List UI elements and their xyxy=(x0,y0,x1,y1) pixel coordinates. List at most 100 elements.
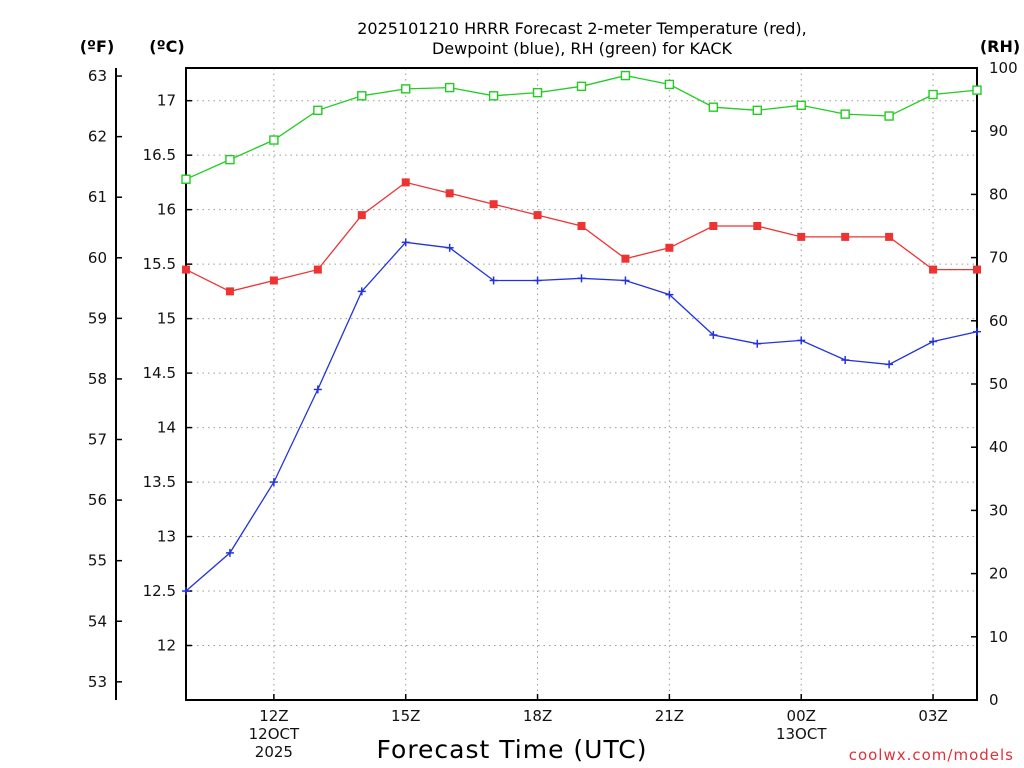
dewpoint-point xyxy=(489,276,498,285)
fahrenheit-tick-label: 59 xyxy=(88,309,107,327)
dewpoint-point xyxy=(577,274,586,283)
celsius-tick-label: 12.5 xyxy=(143,582,176,600)
celsius-tick-label: 15.5 xyxy=(143,255,176,273)
celsius-tick-label: 13.5 xyxy=(143,473,176,491)
celsius-tick-label: 16 xyxy=(157,201,176,219)
celsius-axis-label: (ºC) xyxy=(149,37,184,56)
2-meter-temperature-point xyxy=(665,243,674,252)
dewpoint-point xyxy=(973,327,981,336)
celsius-tick-label: 14.5 xyxy=(143,364,176,382)
celsius-tick-label: 15 xyxy=(157,310,176,328)
dewpoint-point xyxy=(313,385,322,394)
relative-humidity-point xyxy=(488,91,499,101)
celsius-tick-label: 14 xyxy=(157,419,176,437)
relative-humidity-point xyxy=(313,105,323,116)
x-tick-label: 15Z xyxy=(391,707,420,725)
relative-humidity-point xyxy=(620,70,631,81)
fahrenheit-tick-label: 62 xyxy=(88,128,107,146)
rh-tick-label: 10 xyxy=(989,628,1008,646)
dewpoint-point xyxy=(841,356,850,365)
x-tick-label: 13OCT xyxy=(776,725,827,743)
dewpoint-line xyxy=(185,241,978,592)
rh-tick-label: 80 xyxy=(989,185,1008,203)
x-tick-label: 12Z xyxy=(259,707,288,725)
relative-humidity-point xyxy=(752,105,762,116)
relative-humidity-point xyxy=(796,100,806,110)
dewpoint-point xyxy=(665,290,674,299)
relative-humidity-point xyxy=(928,89,938,100)
dewpoint-point xyxy=(753,339,762,348)
2-meter-temperature-point xyxy=(401,178,410,187)
2-meter-temperature-point xyxy=(929,265,938,274)
fahrenheit-tick-label: 55 xyxy=(88,552,107,570)
2-meter-temperature-point xyxy=(841,232,850,241)
dewpoint-point xyxy=(445,243,454,252)
celsius-tick-label: 12 xyxy=(157,637,176,655)
relative-humidity-point xyxy=(444,82,455,93)
fahrenheit-tick-label: 63 xyxy=(88,67,107,85)
credit-text: coolwx.com/models xyxy=(849,746,1014,764)
rh-tick-label: 40 xyxy=(989,438,1008,456)
relative-humidity-point xyxy=(401,84,411,94)
rh-tick-label: 60 xyxy=(989,312,1008,330)
dewpoint-point xyxy=(709,330,718,339)
2-meter-temperature-point xyxy=(489,200,498,209)
dewpoint-point xyxy=(533,276,542,285)
fahrenheit-tick-label: 58 xyxy=(88,370,107,388)
2-meter-temperature-point xyxy=(577,222,586,230)
rh-tick-label: 50 xyxy=(989,375,1008,393)
relative-humidity-point xyxy=(884,111,894,121)
x-axis-title: Forecast Time (UTC) xyxy=(377,735,648,764)
dewpoint-point xyxy=(797,336,806,345)
celsius-tick-label: 17 xyxy=(157,92,176,110)
celsius-tick-label: 16.5 xyxy=(143,146,176,164)
x-tick-label: 00Z xyxy=(787,707,816,725)
x-tick-label: 12OCT xyxy=(249,725,300,743)
2-meter-temperature-point xyxy=(269,276,278,285)
x-tick-label: 03Z xyxy=(918,707,947,725)
relative-humidity-point xyxy=(269,135,279,145)
rh-tick-label: 90 xyxy=(989,122,1008,140)
relative-humidity-point xyxy=(225,154,235,165)
2-meter-temperature-point xyxy=(973,265,981,274)
relative-humidity-point xyxy=(357,91,367,101)
2-meter-temperature-point xyxy=(357,211,366,220)
x-tick-label: 21Z xyxy=(655,707,684,725)
fahrenheit-tick-label: 57 xyxy=(88,431,107,449)
celsius-tick-label: 13 xyxy=(157,528,176,546)
relative-humidity-point xyxy=(972,85,982,95)
chart-title-line-2: Dewpoint (blue), RH (green) for KACK xyxy=(432,39,733,58)
2-meter-temperature-point xyxy=(225,287,234,296)
data-series xyxy=(181,70,982,596)
2-meter-temperature-point xyxy=(621,254,630,263)
2-meter-temperature-point xyxy=(885,232,894,241)
fahrenheit-tick-label: 56 xyxy=(88,491,107,509)
2-meter-temperature-point xyxy=(313,265,322,274)
relative-humidity-line xyxy=(185,74,978,180)
relative-humidity-point xyxy=(576,81,587,92)
dewpoint-point xyxy=(182,587,190,596)
dewpoint-point xyxy=(621,276,630,285)
plot-frame xyxy=(185,67,978,701)
axes: 53 54 55 56 57 58 59 60 61 62 63 12 12.5 13 13.5 14 14.5… xyxy=(88,59,1018,761)
grid-lines xyxy=(186,68,977,700)
2-meter-temperature-point xyxy=(797,232,806,241)
rh-axis-label: (RH) xyxy=(980,37,1020,56)
2-meter-temperature-point xyxy=(445,189,454,198)
rh-tick-label: 30 xyxy=(989,501,1008,519)
x-tick-label: 2025 xyxy=(255,743,293,761)
x-tick-label: 18Z xyxy=(523,707,552,725)
relative-humidity-point xyxy=(708,102,719,112)
rh-tick-label: 20 xyxy=(989,565,1008,583)
chart-title-line-1: 2025101210 HRRR Forecast 2-meter Tempera… xyxy=(357,19,807,38)
relative-humidity-point xyxy=(840,109,850,119)
fahrenheit-tick-label: 60 xyxy=(88,249,107,267)
rh-tick-label: 100 xyxy=(989,59,1018,77)
dewpoint-point xyxy=(357,287,366,296)
dewpoint-point xyxy=(929,337,938,346)
fahrenheit-tick-label: 61 xyxy=(88,188,107,206)
rh-tick-label: 70 xyxy=(989,249,1008,267)
relative-humidity-point xyxy=(181,174,191,184)
dewpoint-point xyxy=(885,360,894,369)
